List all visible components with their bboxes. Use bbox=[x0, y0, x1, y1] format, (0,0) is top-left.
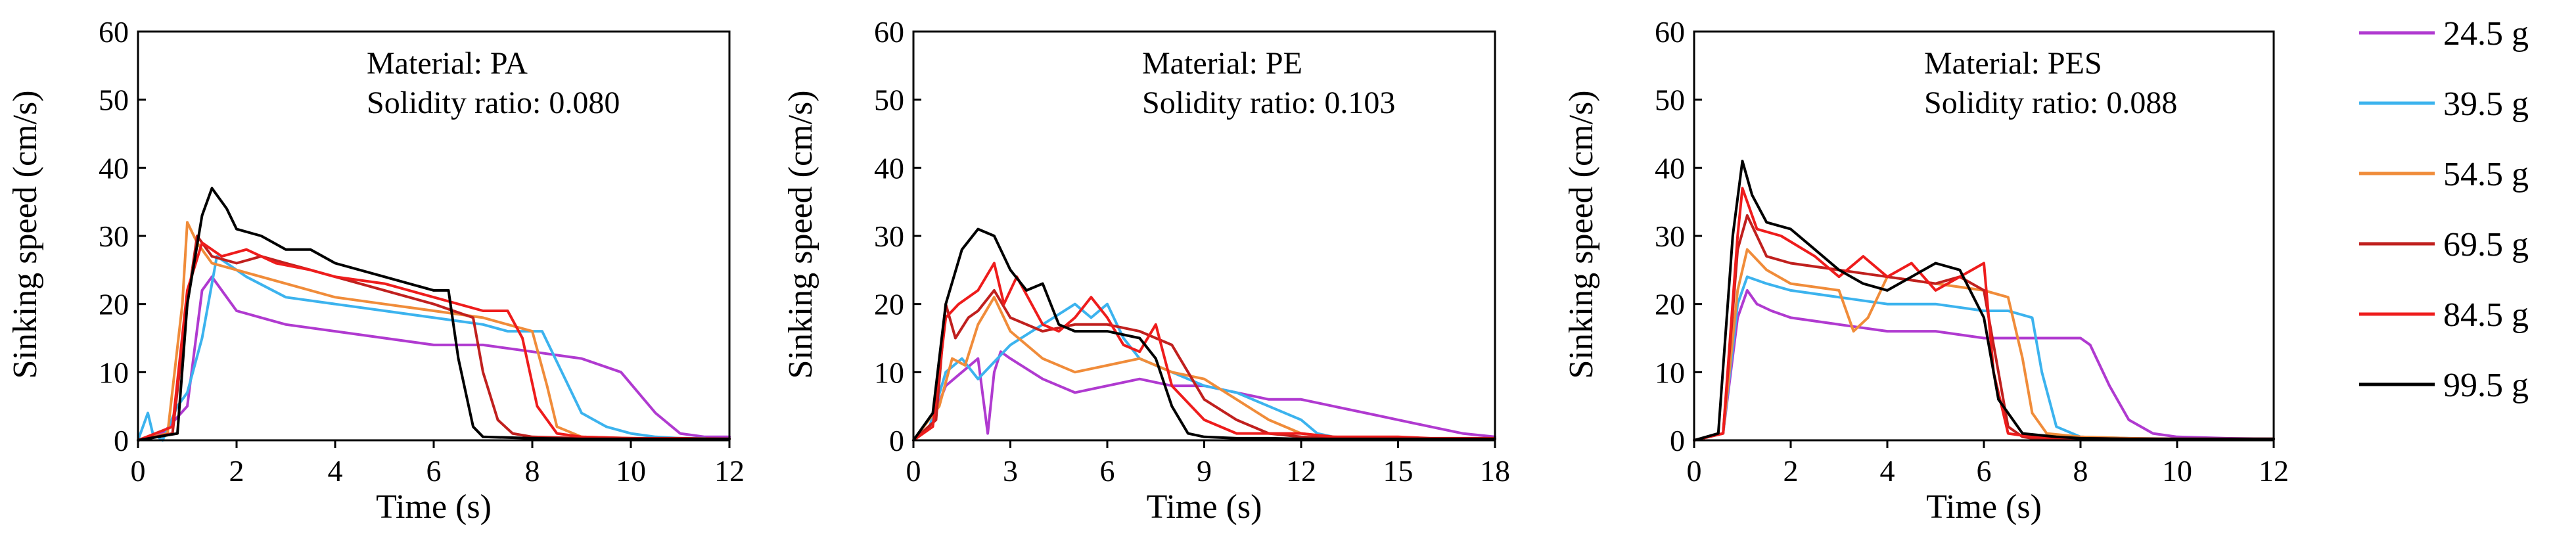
y-tick-label: 0 bbox=[1670, 424, 1685, 457]
legend: 24.5 g 39.5 g 54.5 g 69.5 g 84.5 g 99.5 g bbox=[2359, 15, 2529, 404]
x-tick-label: 15 bbox=[1383, 454, 1414, 488]
annotation-material: Material: PES bbox=[1924, 46, 2102, 81]
chart-panel-pes: Material: PES Solidity ratio: 0.088 0 10 2… bbox=[1563, 15, 2289, 526]
y-tick-label: 0 bbox=[889, 424, 904, 457]
y-axis-label: Sinking speed (cm/s) bbox=[1563, 90, 1600, 379]
annotation-solidity: Solidity ratio: 0.088 bbox=[1924, 85, 2177, 120]
legend-label: 84.5 g bbox=[2443, 296, 2529, 334]
x-tick-label: 6 bbox=[1977, 454, 1992, 488]
x-tick-label: 0 bbox=[906, 454, 921, 488]
series-line-99-5-g bbox=[137, 187, 731, 442]
x-axis-label: Time (s) bbox=[1926, 488, 2042, 526]
chart-panel-pa: Material: PA Solidity ratio: 0.080 01020… bbox=[7, 15, 745, 526]
y-tick-label: 60 bbox=[874, 15, 904, 49]
y-tick-label: 20 bbox=[874, 288, 904, 321]
series-line-99-5-g bbox=[912, 227, 1496, 442]
legend-label: 54.5 g bbox=[2443, 156, 2529, 193]
y-tick-label: 20 bbox=[1655, 288, 1685, 321]
x-tick-label: 6 bbox=[426, 454, 442, 488]
series-line-99-5-g bbox=[1693, 160, 2275, 442]
x-tick-label: 2 bbox=[1783, 454, 1799, 488]
legend-label: 69.5 g bbox=[2443, 226, 2529, 264]
y-tick-label: 50 bbox=[874, 83, 904, 117]
y-tick-label: 10 bbox=[874, 356, 904, 389]
x-axis-label: Time (s) bbox=[1147, 488, 1262, 526]
y-tick-label: 40 bbox=[99, 151, 129, 185]
legend-label: 39.5 g bbox=[2443, 85, 2529, 123]
series-line-84-5-g bbox=[137, 241, 731, 442]
y-tick-label: 50 bbox=[99, 83, 129, 117]
y-tick-label: 30 bbox=[99, 219, 129, 253]
x-tick-label: 4 bbox=[1880, 454, 1895, 488]
legend-label: 24.5 g bbox=[2443, 15, 2529, 53]
x-tick-label: 9 bbox=[1197, 454, 1212, 488]
chart-panel-pe: Material: PE Solidity ratio: 0.103 0 10 20… bbox=[782, 15, 1510, 526]
y-tick-label: 20 bbox=[99, 288, 129, 321]
annotation-material: Material: PE bbox=[1142, 46, 1302, 81]
x-tick-label: 6 bbox=[1100, 454, 1115, 488]
y-tick-label: 0 bbox=[114, 424, 129, 457]
series-line-39-5-g bbox=[137, 255, 706, 442]
annotation-solidity: Solidity ratio: 0.103 bbox=[1142, 85, 1395, 120]
y-tick-label: 50 bbox=[1655, 83, 1685, 117]
x-tick-label: 10 bbox=[2162, 454, 2192, 488]
x-tick-label: 2 bbox=[229, 454, 244, 488]
series-line-24-5-g bbox=[912, 350, 1496, 442]
x-tick-label: 10 bbox=[616, 454, 646, 488]
y-tick-label: 30 bbox=[874, 219, 904, 253]
x-tick-label: 0 bbox=[1687, 454, 1702, 488]
x-tick-label: 8 bbox=[525, 454, 540, 488]
x-tick-label: 12 bbox=[1286, 454, 1316, 488]
x-tick-label: 12 bbox=[714, 454, 745, 488]
x-tick-label: 18 bbox=[1480, 454, 1510, 488]
y-tick-label: 10 bbox=[99, 356, 129, 389]
y-tick-label: 40 bbox=[1655, 151, 1685, 185]
x-tick-label: 8 bbox=[2073, 454, 2088, 488]
series-line-69-5-g bbox=[1693, 214, 2275, 442]
y-tick-label: 40 bbox=[874, 151, 904, 185]
y-axis-label: Sinking speed (cm/s) bbox=[7, 90, 44, 379]
series-line-54-5-g bbox=[1693, 248, 2275, 442]
y-axis-label: Sinking speed (cm/s) bbox=[782, 90, 819, 379]
annotation-solidity: Solidity ratio: 0.080 bbox=[367, 85, 620, 120]
legend-label: 99.5 g bbox=[2443, 367, 2529, 404]
x-tick-label: 0 bbox=[131, 454, 146, 488]
y-tick-label: 60 bbox=[1655, 15, 1685, 49]
y-tick-label: 30 bbox=[1655, 219, 1685, 253]
annotation-material: Material: PA bbox=[367, 46, 528, 81]
series-line-24-5-g bbox=[1693, 288, 2275, 442]
y-tick-label: 60 bbox=[99, 15, 129, 49]
x-tick-label: 3 bbox=[1003, 454, 1018, 488]
y-tick-label: 10 bbox=[1655, 356, 1685, 389]
x-tick-label: 12 bbox=[2259, 454, 2289, 488]
series-line-39-5-g bbox=[1693, 275, 2275, 442]
x-axis-label: Time (s) bbox=[376, 488, 492, 526]
x-tick-label: 4 bbox=[328, 454, 343, 488]
series-line-24-5-g bbox=[137, 275, 731, 442]
series-line-84-5-g bbox=[912, 262, 1496, 442]
